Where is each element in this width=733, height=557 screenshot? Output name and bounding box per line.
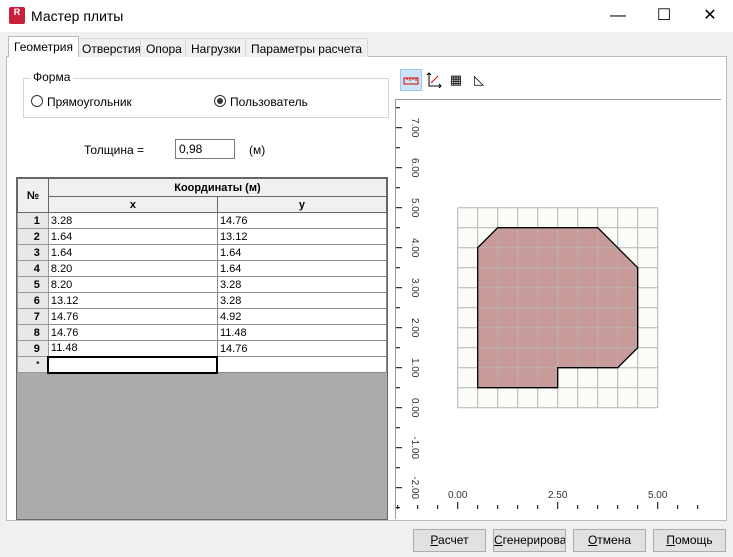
close-button[interactable]: ✕ (703, 7, 717, 24)
table-row[interactable]: 2 1.64 13.12 (17, 228, 388, 245)
tab-loads[interactable]: Нагрузки (185, 38, 247, 57)
table-row[interactable]: 9 11.48 14.76 (17, 340, 388, 357)
row-header[interactable]: 3 (17, 244, 49, 261)
x-tick-label: 2.50 (548, 490, 568, 501)
y-tick-label: 6.00 (409, 158, 420, 178)
radio-rectangle[interactable] (31, 95, 43, 107)
coordinates-grid[interactable]: № Координаты (м) x y 1 3.28 14.76 2 1.64 13.1… (16, 177, 388, 520)
cell-x[interactable]: 14.76 (47, 308, 218, 325)
cell-x[interactable]: 1.64 (47, 228, 218, 245)
cell-y[interactable]: 1.64 (216, 244, 388, 261)
thickness-unit: (м) (249, 143, 266, 157)
cell-x[interactable]: 8.20 (47, 276, 218, 293)
tab-openings[interactable]: Отверстия (76, 38, 148, 57)
shape-group-label: Форма (30, 70, 74, 84)
coordinates-header: Координаты (м) (47, 178, 388, 197)
cell-x[interactable]: 8.20 (47, 260, 218, 277)
new-row[interactable]: * (17, 355, 388, 374)
table-row[interactable]: 5 8.20 3.28 (17, 276, 388, 293)
new-cell-y[interactable] (216, 356, 388, 373)
row-header[interactable]: 7 (17, 308, 49, 325)
window-title: Мастер плиты (31, 8, 124, 24)
cell-y[interactable]: 4.92 (216, 308, 388, 325)
table-row[interactable]: 4 8.20 1.64 (17, 260, 388, 277)
row-header[interactable]: 1 (17, 212, 49, 229)
thickness-label: Толщина = (84, 143, 145, 157)
y-tick-label: 4.00 (409, 238, 420, 258)
title-bar (0, 0, 733, 32)
table-row[interactable]: 6 13.12 3.28 (17, 292, 388, 309)
y-tick-label: 0.00 (409, 398, 420, 418)
cell-y[interactable]: 1.64 (216, 260, 388, 277)
y-tick-label: -2.00 (409, 476, 420, 499)
app-icon: R (9, 7, 25, 24)
thickness-input[interactable]: 0,98 (175, 139, 235, 159)
x-header[interactable]: x (47, 196, 218, 213)
cell-x[interactable]: 3.28 (47, 212, 218, 229)
cell-x[interactable]: 11.48 (47, 340, 218, 357)
cell-y[interactable]: 14.76 (216, 212, 388, 229)
new-row-marker: * (17, 356, 49, 373)
generate-button[interactable]: Сгенерировать (493, 529, 566, 552)
row-header[interactable]: 5 (17, 276, 49, 293)
y-tick-label: 2.00 (409, 318, 420, 338)
radio-custom-label[interactable]: Пользователь (230, 95, 308, 109)
radio-custom[interactable] (214, 95, 226, 107)
y-tick-label: 7.00 (409, 118, 420, 138)
y-header[interactable]: y (216, 196, 388, 213)
tab-geometry[interactable]: Геометрия (8, 36, 79, 57)
cell-y[interactable]: 14.76 (216, 340, 388, 357)
y-tick-label: 5.00 (409, 198, 420, 218)
table-row[interactable]: 1 3.28 14.76 (17, 212, 388, 229)
table-row[interactable]: 8 14.76 11.48 (17, 324, 388, 341)
radio-rectangle-label[interactable]: Прямоугольник (47, 95, 132, 109)
cell-y[interactable]: 3.28 (216, 292, 388, 309)
row-header[interactable]: 4 (17, 260, 49, 277)
row-header[interactable]: 9 (17, 340, 49, 357)
help-button[interactable]: Помощь (653, 529, 726, 552)
grid-icon[interactable]: ▦ (449, 72, 463, 87)
cell-x[interactable]: 13.12 (47, 292, 218, 309)
new-cell-x[interactable] (47, 355, 219, 374)
slab-outline (477, 227, 639, 389)
num-header: № (17, 178, 49, 213)
tab-calc-params[interactable]: Параметры расчета (245, 38, 369, 57)
minimize-button[interactable]: — (610, 7, 626, 24)
cell-y[interactable]: 13.12 (216, 228, 388, 245)
plot-canvas[interactable]: -2.00 -1.00 0.00 1.00 2.00 3.00 4.00 5.00 6.00 7.… (395, 99, 721, 519)
row-header[interactable]: 8 (17, 324, 49, 341)
shape-group (23, 78, 389, 118)
x-tick-label: 5.00 (648, 490, 668, 501)
cell-y[interactable]: 11.48 (216, 324, 388, 341)
y-tick-label: 3.00 (409, 278, 420, 298)
cell-x[interactable]: 1.64 (47, 244, 218, 261)
cancel-button[interactable]: Отмена (573, 529, 646, 552)
row-header[interactable]: 2 (17, 228, 49, 245)
calc-button[interactable]: Расчет (413, 529, 486, 552)
ruler-icon[interactable] (400, 69, 422, 91)
table-row[interactable]: 7 14.76 4.92 (17, 308, 388, 325)
cell-y[interactable]: 3.28 (216, 276, 388, 293)
axes-icon[interactable] (423, 69, 445, 91)
maximize-button[interactable]: ☐ (656, 7, 672, 24)
y-tick-label: 1.00 (409, 358, 420, 378)
y-tick-label: -1.00 (409, 436, 420, 459)
table-row[interactable]: 3 1.64 1.64 (17, 244, 388, 261)
cell-x[interactable]: 14.76 (47, 324, 218, 341)
x-tick-label: 0.00 (448, 490, 468, 501)
shape-icon[interactable]: ◺ (474, 72, 484, 87)
plot-svg: -2.00 -1.00 0.00 1.00 2.00 3.00 4.00 5.00 6.00 7.… (396, 107, 699, 509)
tab-support[interactable]: Опора (140, 38, 188, 57)
row-header[interactable]: 6 (17, 292, 49, 309)
